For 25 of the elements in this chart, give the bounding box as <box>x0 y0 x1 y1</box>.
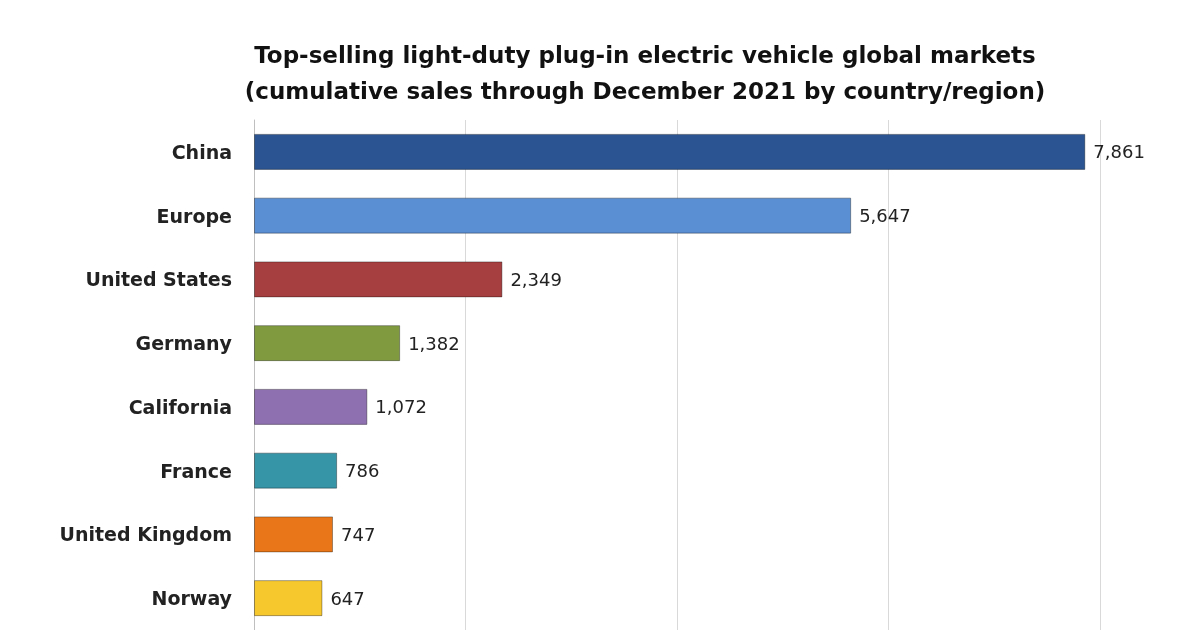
bar <box>254 325 401 362</box>
data-label: 1,072 <box>375 396 427 418</box>
data-label: 1,382 <box>408 332 460 354</box>
data-label: 2,349 <box>510 268 562 290</box>
data-label: 786 <box>345 460 380 482</box>
bar <box>254 580 323 617</box>
bar <box>254 452 338 489</box>
y-tick-label: Germany <box>135 332 233 355</box>
bar <box>254 516 333 553</box>
y-tick-label: California <box>128 395 232 418</box>
y-tick-label: Norway <box>151 587 233 610</box>
bar <box>254 133 1086 170</box>
chart-title: Top-selling light-duty plug-in electric vehicle global markets (cumulative sales through December 2021 by country/region) <box>244 42 1046 104</box>
bar <box>254 197 852 234</box>
y-tick-label: United Kingdom <box>59 523 232 546</box>
data-label: 5,647 <box>859 205 911 227</box>
data-label: 747 <box>341 523 376 545</box>
y-tick-label: United States <box>85 268 232 291</box>
bar <box>254 388 368 425</box>
y-tick-label: France <box>160 459 232 482</box>
data-label: 7,861 <box>1093 141 1145 163</box>
bar <box>254 261 503 298</box>
y-tick-label: China <box>171 140 232 163</box>
y-tick-label: Europe <box>156 204 232 227</box>
data-label: 647 <box>330 587 365 609</box>
